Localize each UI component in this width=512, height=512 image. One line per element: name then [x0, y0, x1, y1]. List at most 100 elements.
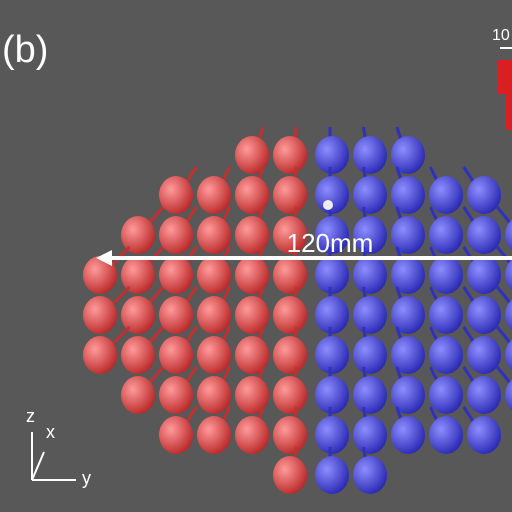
magnet — [505, 219, 512, 251]
magnet — [197, 416, 231, 454]
magnet — [315, 456, 349, 494]
magnet — [467, 416, 501, 454]
magnet — [235, 256, 269, 294]
magnet — [159, 216, 193, 254]
magnet — [197, 176, 231, 214]
magnet — [235, 376, 269, 414]
magnet — [235, 176, 269, 214]
magnet — [315, 336, 349, 374]
magnet — [353, 256, 387, 294]
magnet — [83, 256, 117, 294]
axis-triad — [31, 432, 76, 481]
magnet — [353, 136, 387, 174]
magnet — [83, 336, 117, 374]
magnet — [467, 376, 501, 414]
z-label: z — [26, 406, 35, 426]
magnet — [429, 256, 463, 294]
center-dot — [323, 200, 333, 210]
magnet — [505, 379, 512, 411]
magnet — [391, 136, 425, 174]
magnet — [467, 256, 501, 294]
magnet — [159, 256, 193, 294]
magnet — [121, 296, 155, 334]
rod — [496, 206, 512, 228]
magnet — [391, 176, 425, 214]
magnet — [353, 216, 387, 254]
magnet — [235, 216, 269, 254]
legend-swatch — [498, 60, 512, 94]
magnet — [429, 296, 463, 334]
magnet — [273, 376, 307, 414]
magnet — [429, 416, 463, 454]
legend-bar — [506, 94, 512, 130]
magnet — [505, 339, 512, 371]
magnet — [159, 296, 193, 334]
magnet — [353, 376, 387, 414]
magnet — [121, 256, 155, 294]
magnet — [391, 216, 425, 254]
magnet — [197, 336, 231, 374]
magnet — [273, 336, 307, 374]
magnet — [429, 376, 463, 414]
magnet — [197, 296, 231, 334]
magnet — [159, 376, 193, 414]
rod — [496, 286, 512, 308]
magnet — [505, 259, 512, 291]
rod — [496, 366, 512, 388]
magnet — [315, 256, 349, 294]
magnet — [467, 216, 501, 254]
magnet — [121, 216, 155, 254]
magnet — [467, 296, 501, 334]
magnet — [315, 416, 349, 454]
magnet — [197, 376, 231, 414]
magnet — [315, 376, 349, 414]
x-label: x — [46, 422, 55, 442]
magnet — [235, 416, 269, 454]
magnet — [353, 176, 387, 214]
magnet — [391, 376, 425, 414]
magnet-array — [83, 126, 512, 494]
magnet — [315, 136, 349, 174]
arrow-head — [96, 250, 112, 266]
legend-label: 10 — [492, 27, 510, 44]
scale-label: 120mm — [287, 228, 374, 258]
magnet — [121, 336, 155, 374]
magnet — [235, 296, 269, 334]
magnet — [273, 416, 307, 454]
magnet — [353, 296, 387, 334]
magnet — [273, 296, 307, 334]
magnet — [273, 256, 307, 294]
magnet — [273, 216, 307, 254]
panel-label: (b) — [2, 29, 48, 71]
magnet — [353, 456, 387, 494]
magnet — [353, 336, 387, 374]
magnet — [353, 416, 387, 454]
rod — [496, 326, 512, 348]
x-axis — [31, 451, 45, 481]
magnet — [391, 416, 425, 454]
magnet — [273, 136, 307, 174]
magnet — [235, 336, 269, 374]
rod — [496, 246, 512, 268]
magnet — [505, 299, 512, 331]
magnet — [159, 336, 193, 374]
magnet — [159, 176, 193, 214]
magnet — [197, 256, 231, 294]
magnet — [391, 256, 425, 294]
magnet — [429, 216, 463, 254]
magnet — [467, 336, 501, 374]
magnet — [315, 176, 349, 214]
magnet — [315, 296, 349, 334]
magnet — [391, 296, 425, 334]
magnet — [235, 136, 269, 174]
magnet — [315, 216, 349, 254]
magnet — [467, 176, 501, 214]
magnet — [197, 216, 231, 254]
magnet — [429, 176, 463, 214]
y-label: y — [82, 468, 91, 488]
magnet — [273, 456, 307, 494]
magnet — [121, 376, 155, 414]
magnet — [391, 336, 425, 374]
